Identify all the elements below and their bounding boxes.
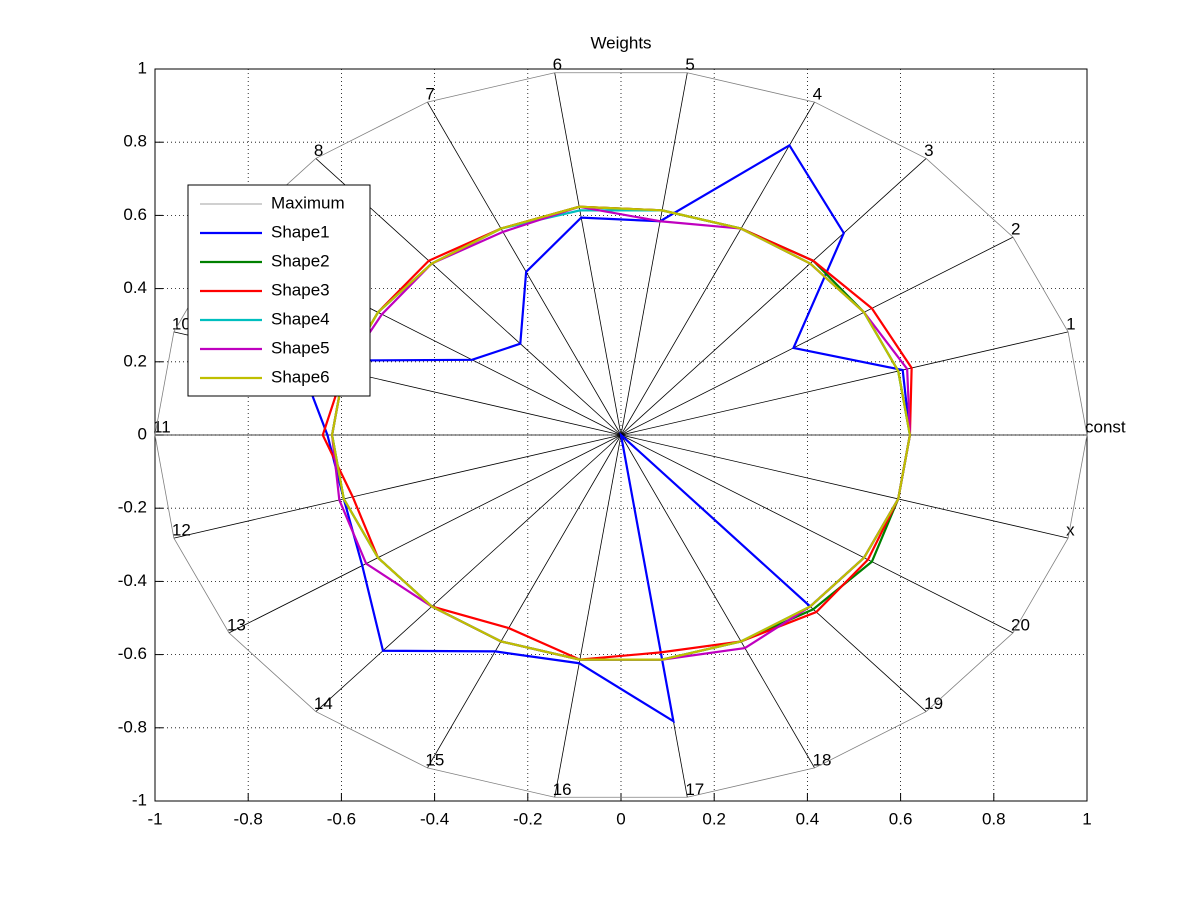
spoke	[620, 434, 815, 769]
x-tick-label: 0.2	[702, 809, 726, 828]
x-tick-label: 1	[1082, 809, 1091, 828]
spoke	[620, 101, 815, 436]
x-tick-label: -0.4	[420, 809, 449, 828]
y-tick-label: 0.2	[123, 351, 147, 370]
x-tick-label: -0.2	[513, 809, 542, 828]
spoke-label: 20	[1011, 615, 1030, 634]
y-tick-label: 1	[138, 58, 147, 77]
y-tick-label: -0.2	[118, 498, 147, 517]
spoke-label: 7	[425, 85, 434, 104]
spoke-label: 8	[314, 141, 323, 160]
spoke	[427, 101, 622, 436]
legend-label: Shape2	[271, 251, 330, 270]
series-line	[321, 205, 913, 661]
spoke-label: 13	[227, 615, 246, 634]
spoke	[620, 331, 1069, 436]
spoke-label: 2	[1011, 220, 1020, 239]
y-tick-label: -0.6	[118, 644, 147, 663]
spoke-label: 14	[314, 694, 333, 713]
legend-label: Shape1	[271, 222, 330, 241]
y-tick-label: -1	[132, 790, 147, 809]
chart-title: Weights	[590, 33, 651, 52]
spoke-label: 16	[553, 780, 572, 799]
spoke-label: 3	[924, 141, 933, 160]
spoke-label: 17	[685, 780, 704, 799]
spoke-label: const	[1085, 417, 1126, 436]
series-line	[297, 143, 912, 724]
y-tick-label: 0.4	[123, 278, 147, 297]
spoke-label: 19	[924, 694, 943, 713]
series-line	[154, 72, 1088, 798]
spoke-label: 18	[813, 750, 832, 769]
spoke-label: 6	[553, 55, 562, 74]
y-tick-label: 0.8	[123, 132, 147, 151]
spoke	[228, 434, 622, 634]
spoke	[620, 434, 1014, 634]
spoke	[620, 158, 927, 436]
spoke	[554, 72, 622, 436]
y-tick-label: -0.4	[118, 571, 147, 590]
spoke	[427, 434, 622, 769]
y-tick-label: -0.8	[118, 717, 147, 736]
x-tick-label: -1	[147, 809, 162, 828]
legend-label: Shape5	[271, 338, 330, 357]
x-tick-label: 0.4	[796, 809, 820, 828]
spoke-label: 4	[813, 85, 822, 104]
y-tick-label: 0.6	[123, 205, 147, 224]
spoke-label: 10	[172, 314, 191, 333]
spoke-label: 5	[685, 55, 694, 74]
spoke	[554, 434, 622, 798]
spoke-label: x	[1066, 521, 1075, 540]
x-tick-label: 0	[616, 809, 625, 828]
spoke	[620, 72, 688, 436]
x-tick-label: -0.8	[234, 809, 263, 828]
spoke-label: 15	[425, 750, 444, 769]
legend-label: Shape4	[271, 309, 330, 328]
x-tick-label: 0.8	[982, 809, 1006, 828]
spoke-label: 12	[172, 521, 191, 540]
x-tick-label: 0.6	[889, 809, 913, 828]
series-line	[330, 205, 912, 661]
legend: Maximum Shape1 Shape2 Shape3 Shape4 Shape5 Sha…	[187, 184, 371, 397]
spoke-label: 1	[1066, 314, 1075, 333]
legend-label: Shape3	[271, 280, 330, 299]
spoke	[620, 236, 1014, 436]
spoke	[620, 434, 1069, 539]
legend-label: Maximum	[271, 193, 345, 212]
spoke	[315, 434, 622, 712]
legend-label: Shape6	[271, 367, 330, 386]
spoke	[173, 434, 622, 539]
x-tick-label: -0.6	[327, 809, 356, 828]
y-tick-label: 0	[138, 424, 147, 443]
